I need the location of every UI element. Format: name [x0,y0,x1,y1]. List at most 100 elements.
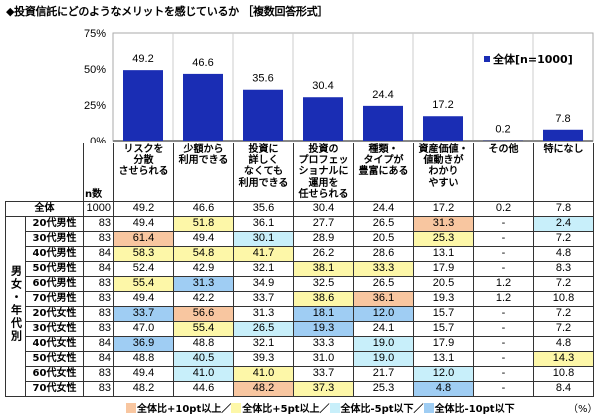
value-cell: 48.8 [114,351,174,366]
n-header: n数 [84,143,114,201]
value-cell: 1.2 [474,291,534,306]
row-label: 40代男性 [26,246,84,261]
column-header-line: 値動きが [415,155,472,166]
bar [123,70,163,141]
data-label: 30.4 [312,80,333,92]
value-cell: 47.0 [114,321,174,336]
legend-swatch [126,403,136,413]
value-cell: 20.5 [354,231,414,246]
crosstab-table: n数リスクを分散させられる少額から利用できる投資に詳しくなくても利用できる投資の… [5,143,594,397]
value-cell: 39.3 [234,351,294,366]
n-cell: 83 [84,291,114,306]
value-cell: 42.9 [174,261,234,276]
value-cell: 2.4 [534,216,594,231]
value-cell: 20.5 [414,276,474,291]
value-cell: 13.1 [414,246,474,261]
n-cell: 83 [84,231,114,246]
legend-swatch [330,403,340,413]
value-cell: 36.9 [114,336,174,351]
n-cell: 84 [84,336,114,351]
value-cell: 24.1 [354,321,414,336]
group-label: 男女・年代別 [9,265,23,343]
value-cell: 17.9 [414,336,474,351]
row-label: 20代女性 [26,306,84,321]
row-label: 20代男性 [26,216,84,231]
value-cell: 32.1 [234,336,294,351]
value-cell: 41.0 [234,366,294,381]
value-cell: 44.6 [174,381,234,396]
column-header-line: 投資に [235,144,292,155]
data-label: 7.8 [555,113,570,125]
value-cell: - [474,381,534,396]
value-cell: 36.1 [354,291,414,306]
value-cell: 31.3 [414,216,474,231]
row-label: 60代男性 [26,276,84,291]
data-label: 35.6 [252,73,273,85]
value-cell: 35.6 [234,201,294,216]
value-cell: 55.4 [174,321,234,336]
legend-swatch [484,56,490,62]
value-cell: 54.8 [174,246,234,261]
row-label: 70代女性 [26,381,84,396]
value-cell: - [474,216,534,231]
value-cell: - [474,351,534,366]
value-cell: 49.4 [114,216,174,231]
bar [363,106,403,141]
value-cell: - [474,246,534,261]
value-cell: 12.0 [354,306,414,321]
value-cell: 42.2 [174,291,234,306]
n-cell: 83 [84,276,114,291]
bar [423,116,463,141]
column-header-line: 少額から [175,144,232,155]
value-cell: 38.1 [294,261,354,276]
value-cell: 19.3 [414,291,474,306]
row-label: 30代男性 [26,231,84,246]
column-header: 投資のプロフェッショナルに運用を任せられる [294,143,354,201]
n-cell: 83 [84,306,114,321]
n-cell: 83 [84,381,114,396]
column-header: 種類・タイプが豊富にある [354,143,414,201]
row-label: 50代女性 [26,351,84,366]
column-header-line: 豊富にある [355,166,412,177]
column-header-line: 資産価値・ [415,144,472,155]
group-label-cell: 男女・年代別 [6,216,26,396]
value-cell: 7.8 [534,201,594,216]
n-cell: 83 [84,216,114,231]
legend-label: 全体[n=1000] [492,52,573,66]
value-cell: - [474,261,534,276]
column-header-line: その他 [475,144,532,155]
row-label: 全体 [6,201,84,216]
value-cell: 24.4 [354,201,414,216]
row-label: 70代男性 [26,291,84,306]
column-header-line: 利用できる [175,155,232,166]
value-cell: 26.5 [234,321,294,336]
value-cell: - [474,231,534,246]
value-cell: 30.4 [294,201,354,216]
value-cell: 51.8 [174,216,234,231]
value-cell: 4.8 [534,336,594,351]
value-cell: 36.1 [234,216,294,231]
value-cell: - [474,336,534,351]
value-cell: 38.6 [294,291,354,306]
value-cell: 19.3 [294,321,354,336]
row-label: 60代女性 [26,366,84,381]
value-cell: 32.5 [294,276,354,291]
value-cell: 15.7 [414,306,474,321]
value-cell: 1.2 [474,276,534,291]
value-cell: 7.2 [534,276,594,291]
column-header-line: 種類・ [355,144,412,155]
n-cell: 84 [84,246,114,261]
n-cell: 83 [84,366,114,381]
value-cell: 7.2 [534,231,594,246]
column-header: 特になし [534,143,594,201]
value-cell: 28.6 [354,246,414,261]
column-header-line: わかり [415,166,472,177]
value-cell: 25.3 [354,381,414,396]
value-cell: 4.8 [414,381,474,396]
